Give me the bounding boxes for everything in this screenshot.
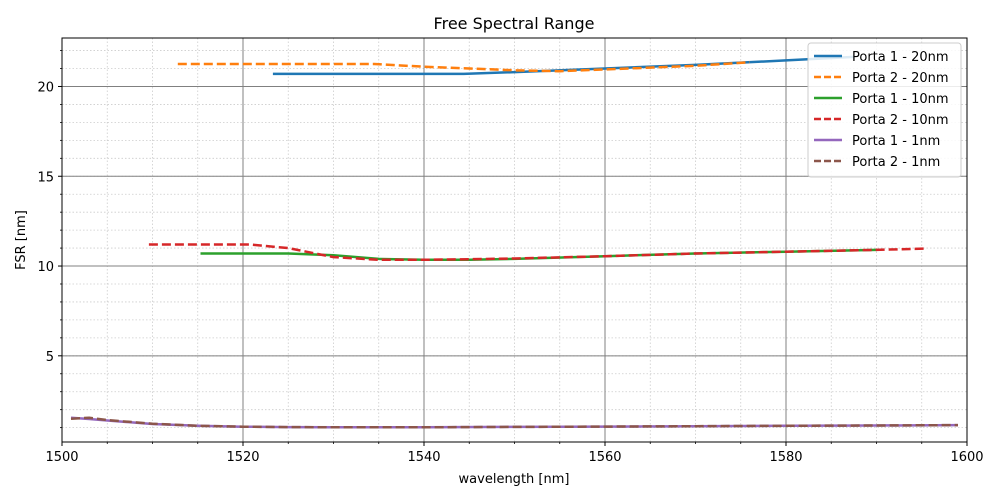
y-axis-label: FSR [nm] <box>14 210 29 270</box>
series-line-1 <box>272 55 854 76</box>
y-tick-label: 10 <box>37 260 54 275</box>
x-tick-label: 1600 <box>950 450 983 465</box>
chart-title: Free Spectral Range <box>434 14 595 33</box>
legend-label: Porta 1 - 10nm <box>852 92 949 107</box>
series-layer <box>70 55 959 429</box>
x-tick-label: 1500 <box>45 450 78 465</box>
legend: Porta 1 - 20nm Porta 2 - 20nm Porta 1 - 10… <box>807 42 962 178</box>
series-line-4 <box>148 243 925 262</box>
legend-label: Porta 2 - 1nm <box>852 155 940 170</box>
legend-label: Porta 1 - 1nm <box>852 134 940 149</box>
x-tick-label: 1560 <box>588 450 621 465</box>
series-line-2 <box>177 60 750 73</box>
y-tick-label: 5 <box>46 350 54 365</box>
x-tick-label: 1520 <box>226 450 259 465</box>
series-line-6 <box>70 416 959 429</box>
x-axis-label: wavelength [nm] <box>459 472 570 487</box>
legend-label: Porta 2 - 10nm <box>852 113 949 128</box>
legend-label: Porta 1 - 20nm <box>852 50 949 65</box>
legend-box <box>807 42 962 178</box>
legend-label: Porta 2 - 20nm <box>852 71 949 86</box>
x-tick-label: 1540 <box>407 450 440 465</box>
x-tick-label: 1580 <box>769 450 802 465</box>
y-tick-label: 20 <box>37 80 54 95</box>
y-tick-label: 15 <box>37 170 54 185</box>
